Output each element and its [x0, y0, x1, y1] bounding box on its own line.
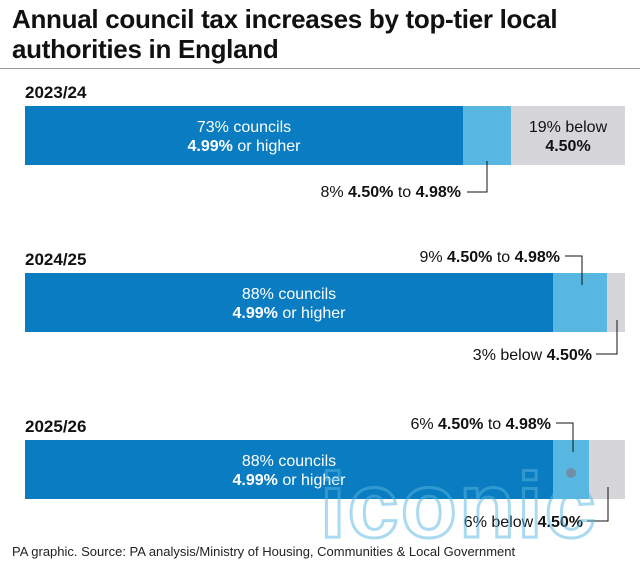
bar-segment-3 [511, 106, 625, 165]
bar-segment-2 [463, 106, 511, 165]
callout-line [596, 320, 618, 355]
low-segment-label: 3% below 4.50% [473, 347, 592, 364]
year-label: 2024/25 [25, 250, 86, 269]
bar-segment-1 [25, 273, 553, 332]
callout-dot [566, 468, 576, 478]
low-segment-label: 6% below 4.50% [464, 514, 583, 531]
low-segment-label: 4.50% [545, 138, 590, 155]
year-label: 2025/26 [25, 417, 86, 436]
mid-segment-label: 9% 4.50% to 4.98% [419, 249, 560, 266]
year-label: 2023/24 [25, 83, 87, 102]
main-segment-label: 88% councils [242, 453, 336, 470]
bar-segment-2 [553, 273, 607, 332]
main-segment-label: 4.99% or higher [233, 305, 347, 322]
main-segment-label: 88% councils [242, 286, 336, 303]
mid-segment-label: 6% 4.50% to 4.98% [410, 416, 551, 433]
bar-segment-3 [589, 440, 625, 499]
bar-segment-1 [25, 106, 463, 165]
mid-segment-label: 8% 4.50% to 4.98% [320, 184, 461, 201]
bar-segment-1 [25, 440, 553, 499]
main-segment-label: 73% councils [197, 119, 291, 136]
iconic-watermark: iconic [320, 465, 598, 545]
main-segment-label: 4.99% or higher [188, 138, 302, 155]
callout-line [556, 422, 574, 452]
main-segment-label: 4.99% or higher [233, 472, 347, 489]
callout-line [467, 161, 488, 193]
title-divider [0, 68, 640, 69]
stacked-bar-chart: 2023/24 73% councils 4.99% or higher 19% be… [25, 83, 625, 531]
chart-title: Annual council tax increases by top-tier… [12, 4, 558, 64]
watermark-text: iconic [320, 465, 598, 545]
bar-segment-3 [607, 273, 625, 332]
callout-line [587, 487, 609, 522]
callout-line [565, 255, 583, 285]
source-note: PA graphic. Source: PA analysis/Ministry… [12, 544, 516, 559]
low-segment-label: 19% below [529, 119, 608, 136]
